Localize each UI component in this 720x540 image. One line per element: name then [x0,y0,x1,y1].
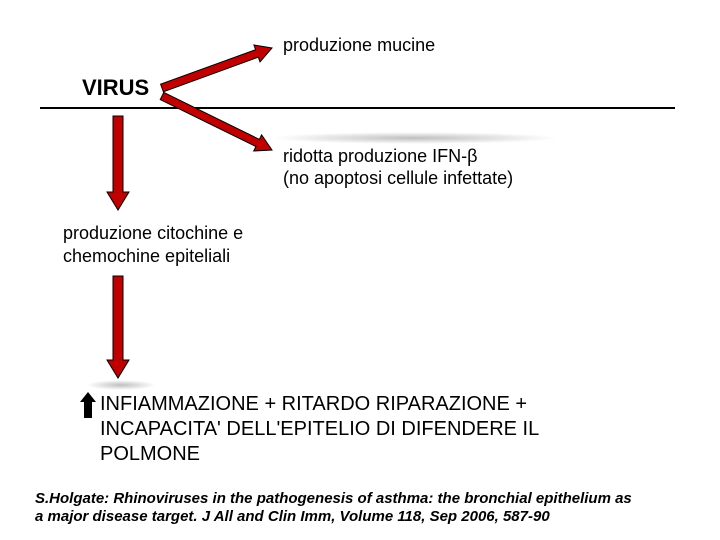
arrow [80,392,96,418]
arrow [107,116,129,210]
arrow [107,276,129,378]
diagram-canvas: VIRUS produzione mucine ridotta produzio… [0,0,720,540]
arrow [161,45,272,92]
arrow [160,92,272,151]
arrows-svg [0,0,720,540]
